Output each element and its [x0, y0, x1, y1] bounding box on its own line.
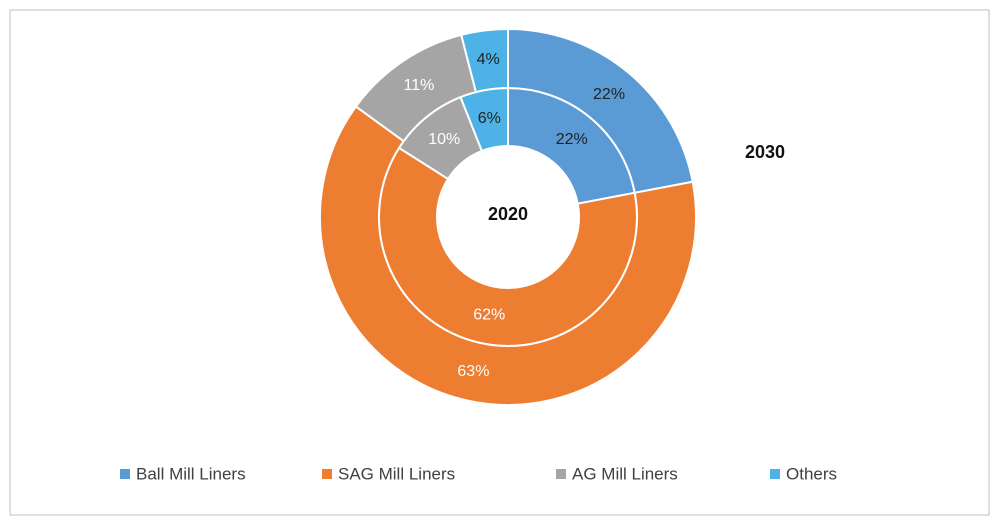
legend-label: Others [786, 464, 837, 483]
data-label: 22% [593, 86, 625, 103]
data-label: 11% [403, 77, 434, 94]
donut-slice [319, 105, 697, 406]
ring-label: 2020 [488, 204, 528, 224]
legend-label: Ball Mill Liners [136, 464, 246, 483]
legend-label: AG Mill Liners [572, 464, 678, 483]
legend-label: SAG Mill Liners [338, 464, 455, 483]
ring-label: 2030 [745, 142, 785, 162]
legend-swatch [322, 469, 332, 479]
legend-swatch [770, 469, 780, 479]
data-label: 63% [457, 363, 489, 380]
data-label: 62% [473, 306, 505, 323]
data-label: 10% [428, 131, 460, 148]
donut-slice [460, 27, 509, 94]
legend-swatch [120, 469, 130, 479]
data-label: 4% [477, 51, 500, 68]
data-label: 6% [478, 110, 501, 127]
legend-swatch [556, 469, 566, 479]
data-label: 22% [556, 131, 588, 148]
